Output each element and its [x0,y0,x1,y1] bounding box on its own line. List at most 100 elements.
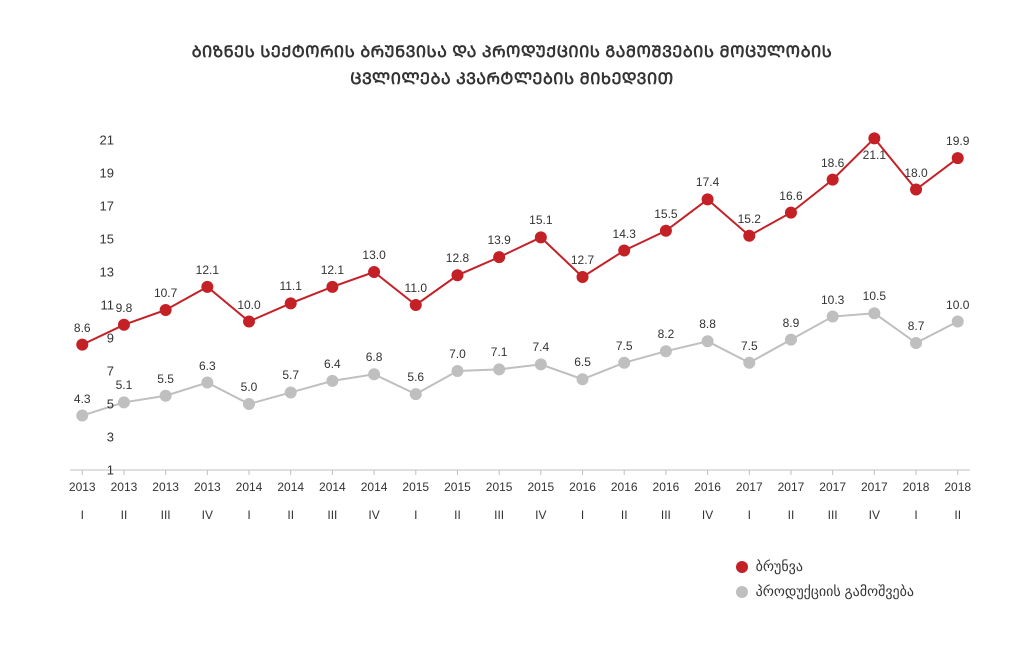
data-label: 21.1 [863,148,886,162]
data-label: 19.9 [946,134,969,148]
x-tick-year: 2017 [813,480,853,494]
x-tick-quarter: II [437,508,477,522]
data-label: 5.0 [241,380,258,394]
data-label: 12.1 [196,263,219,277]
data-label: 16.6 [779,189,802,203]
x-tick-quarter: IV [354,508,394,522]
y-tick-label: 11 [84,298,114,313]
y-tick-label: 15 [84,232,114,247]
data-label: 8.2 [658,327,675,341]
y-tick-label: 3 [84,430,114,445]
data-label: 6.4 [324,357,341,371]
data-label: 8.9 [783,316,800,330]
y-tick-label: 21 [84,133,114,148]
y-tick-label: 1 [84,463,114,478]
x-tick-year: 2016 [688,480,728,494]
data-label: 8.7 [908,319,925,333]
x-tick-year: 2017 [771,480,811,494]
data-label: 13.0 [362,248,385,262]
x-tick-year: 2017 [854,480,894,494]
legend-item-2: პროდუქციის გამოშვება [736,583,914,600]
data-label: 6.8 [366,350,383,364]
data-label: 10.3 [821,293,844,307]
x-tick-quarter: III [646,508,686,522]
x-tick-year: 2013 [146,480,186,494]
x-tick-year: 2015 [396,480,436,494]
data-label: 6.3 [199,359,216,373]
data-label: 7.5 [616,339,633,353]
x-tick-quarter: IV [187,508,227,522]
data-label: 6.5 [574,355,591,369]
y-tick-label: 7 [84,364,114,379]
x-tick-year: 2016 [563,480,603,494]
x-tick-year: 2016 [646,480,686,494]
chart-svg [0,0,1024,648]
x-tick-quarter: II [771,508,811,522]
x-tick-quarter: III [479,508,519,522]
x-tick-quarter: II [938,508,978,522]
x-tick-quarter: I [396,508,436,522]
legend-dot-1 [736,561,748,573]
data-label: 18.6 [821,156,844,170]
data-label: 4.3 [74,392,91,406]
y-tick-label: 17 [84,199,114,214]
data-label: 13.9 [487,233,510,247]
data-label: 15.2 [738,212,761,226]
data-label: 12.1 [321,263,344,277]
data-label: 8.8 [699,317,716,331]
data-label: 15.1 [529,213,552,227]
x-tick-quarter: IV [521,508,561,522]
data-label: 8.6 [74,321,91,335]
data-label: 15.5 [654,207,677,221]
data-label: 17.4 [696,175,719,189]
data-label: 11.0 [405,281,427,295]
data-label: 7.1 [491,345,508,359]
x-tick-year: 2018 [938,480,978,494]
chart-container: ᲑᲘᲖᲜᲔᲡ ᲡᲔᲥᲢᲝᲠᲘᲡ ᲑᲠᲣᲜᲕᲘᲡᲐ ᲓᲐ ᲞᲠᲝᲓᲣᲥᲪᲘᲘᲡ Გ… [0,0,1024,648]
data-label: 11.1 [279,279,301,293]
y-tick-label: 19 [84,166,114,181]
x-tick-year: 2015 [521,480,561,494]
x-tick-quarter: IV [688,508,728,522]
legend: ბრუნვა პროდუქციის გამოშვება [736,558,914,608]
legend-label-2: პროდუქციის გამოშვება [756,583,914,600]
x-tick-year: 2013 [62,480,102,494]
x-tick-quarter: III [813,508,853,522]
x-tick-year: 2015 [479,480,519,494]
legend-item-1: ბრუნვა [736,558,914,575]
x-tick-year: 2014 [354,480,394,494]
data-label: 10.5 [863,289,886,303]
legend-dot-2 [736,586,748,598]
x-tick-year: 2013 [187,480,227,494]
x-tick-year: 2018 [896,480,936,494]
data-label: 5.5 [157,372,174,386]
x-tick-year: 2016 [604,480,644,494]
data-label: 10.7 [154,286,177,300]
data-label: 7.4 [533,340,550,354]
data-label: 7.5 [741,339,758,353]
data-label: 14.3 [613,227,636,241]
x-tick-year: 2014 [312,480,352,494]
data-label: 7.0 [449,347,466,361]
x-tick-quarter: I [563,508,603,522]
x-tick-quarter: II [271,508,311,522]
x-tick-quarter: II [604,508,644,522]
y-tick-label: 13 [84,265,114,280]
x-tick-year: 2015 [437,480,477,494]
x-tick-year: 2014 [229,480,269,494]
x-tick-year: 2013 [104,480,144,494]
data-label: 12.8 [446,251,469,265]
data-label: 5.7 [282,368,299,382]
data-label: 10.0 [237,298,260,312]
data-label: 5.6 [407,370,424,384]
data-label: 9.8 [116,301,133,315]
x-tick-year: 2017 [729,480,769,494]
x-tick-quarter: I [896,508,936,522]
x-tick-quarter: I [62,508,102,522]
data-label: 12.7 [571,253,594,267]
data-label: 5.1 [116,378,133,392]
x-tick-quarter: III [312,508,352,522]
data-label: 18.0 [904,166,927,180]
x-tick-quarter: II [104,508,144,522]
x-tick-quarter: I [229,508,269,522]
